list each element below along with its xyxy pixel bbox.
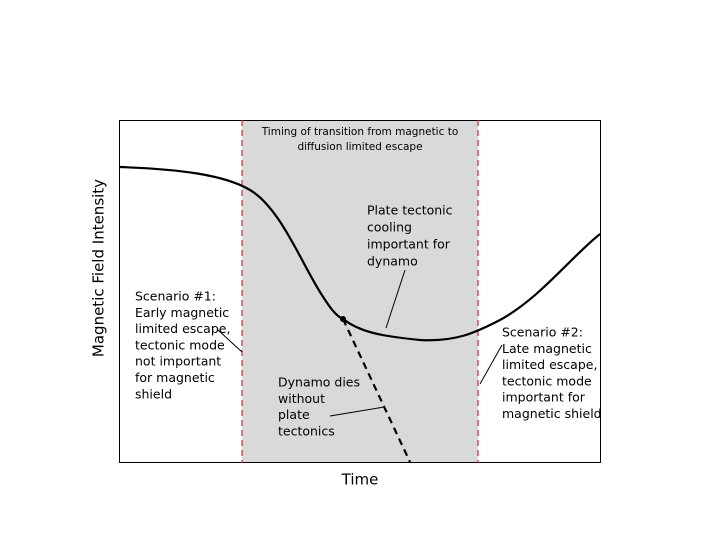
annotation-text: without [278,391,325,406]
y-axis-label: Magnetic Field Intensity [90,179,108,357]
annotation-text: cooling [367,220,412,235]
region-label: Timing of transition from magnetic to [261,126,459,138]
region-label: diffusion limited escape [297,141,422,153]
annotation-text: Scenario #2: [502,325,583,340]
annotation-text: important for [367,237,451,252]
leader-line [217,329,243,353]
annotation-text: shield [135,386,172,401]
dynamo-decay-line [342,318,411,463]
annotation-text: for magnetic [135,370,215,385]
annotation-text: tectonics [278,423,335,438]
x-axis-label: Time [341,471,379,489]
transition-region [242,120,478,463]
annotation-text: limited escape, [502,357,597,372]
annotation-text: Dynamo dies [278,375,360,390]
annotation-text: important for [502,390,586,405]
annotation-text: magnetic shield [502,406,602,421]
plot-frame [119,120,601,463]
annotation-text: dynamo [367,254,418,269]
annotation-text: Late magnetic [502,341,592,356]
annotation-text: not important [135,354,221,369]
annotation-text: plate [278,407,310,422]
leader-line [329,406,385,417]
annotation-text: Plate tectonic [367,203,453,218]
leader-line [385,269,406,329]
branch-point [340,316,346,322]
leader-line [479,344,503,385]
annotation-text: tectonic mode [502,373,592,388]
annotation-text: Early magnetic [135,305,229,320]
annotations: Timing of transition from magnetic to dif… [135,126,602,438]
annotation-text: tectonic mode [135,337,225,352]
annotation-text: Scenario #1: [135,289,216,304]
annotation-text: limited escape, [135,321,230,336]
